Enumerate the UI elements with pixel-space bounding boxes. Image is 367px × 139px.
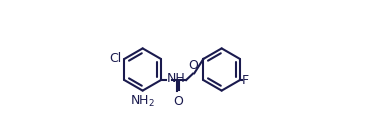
- Text: Cl: Cl: [109, 52, 121, 65]
- Text: O: O: [189, 59, 199, 72]
- Text: O: O: [173, 95, 183, 108]
- Text: NH: NH: [167, 72, 186, 85]
- Text: F: F: [242, 74, 249, 87]
- Text: NH$_2$: NH$_2$: [130, 94, 155, 109]
